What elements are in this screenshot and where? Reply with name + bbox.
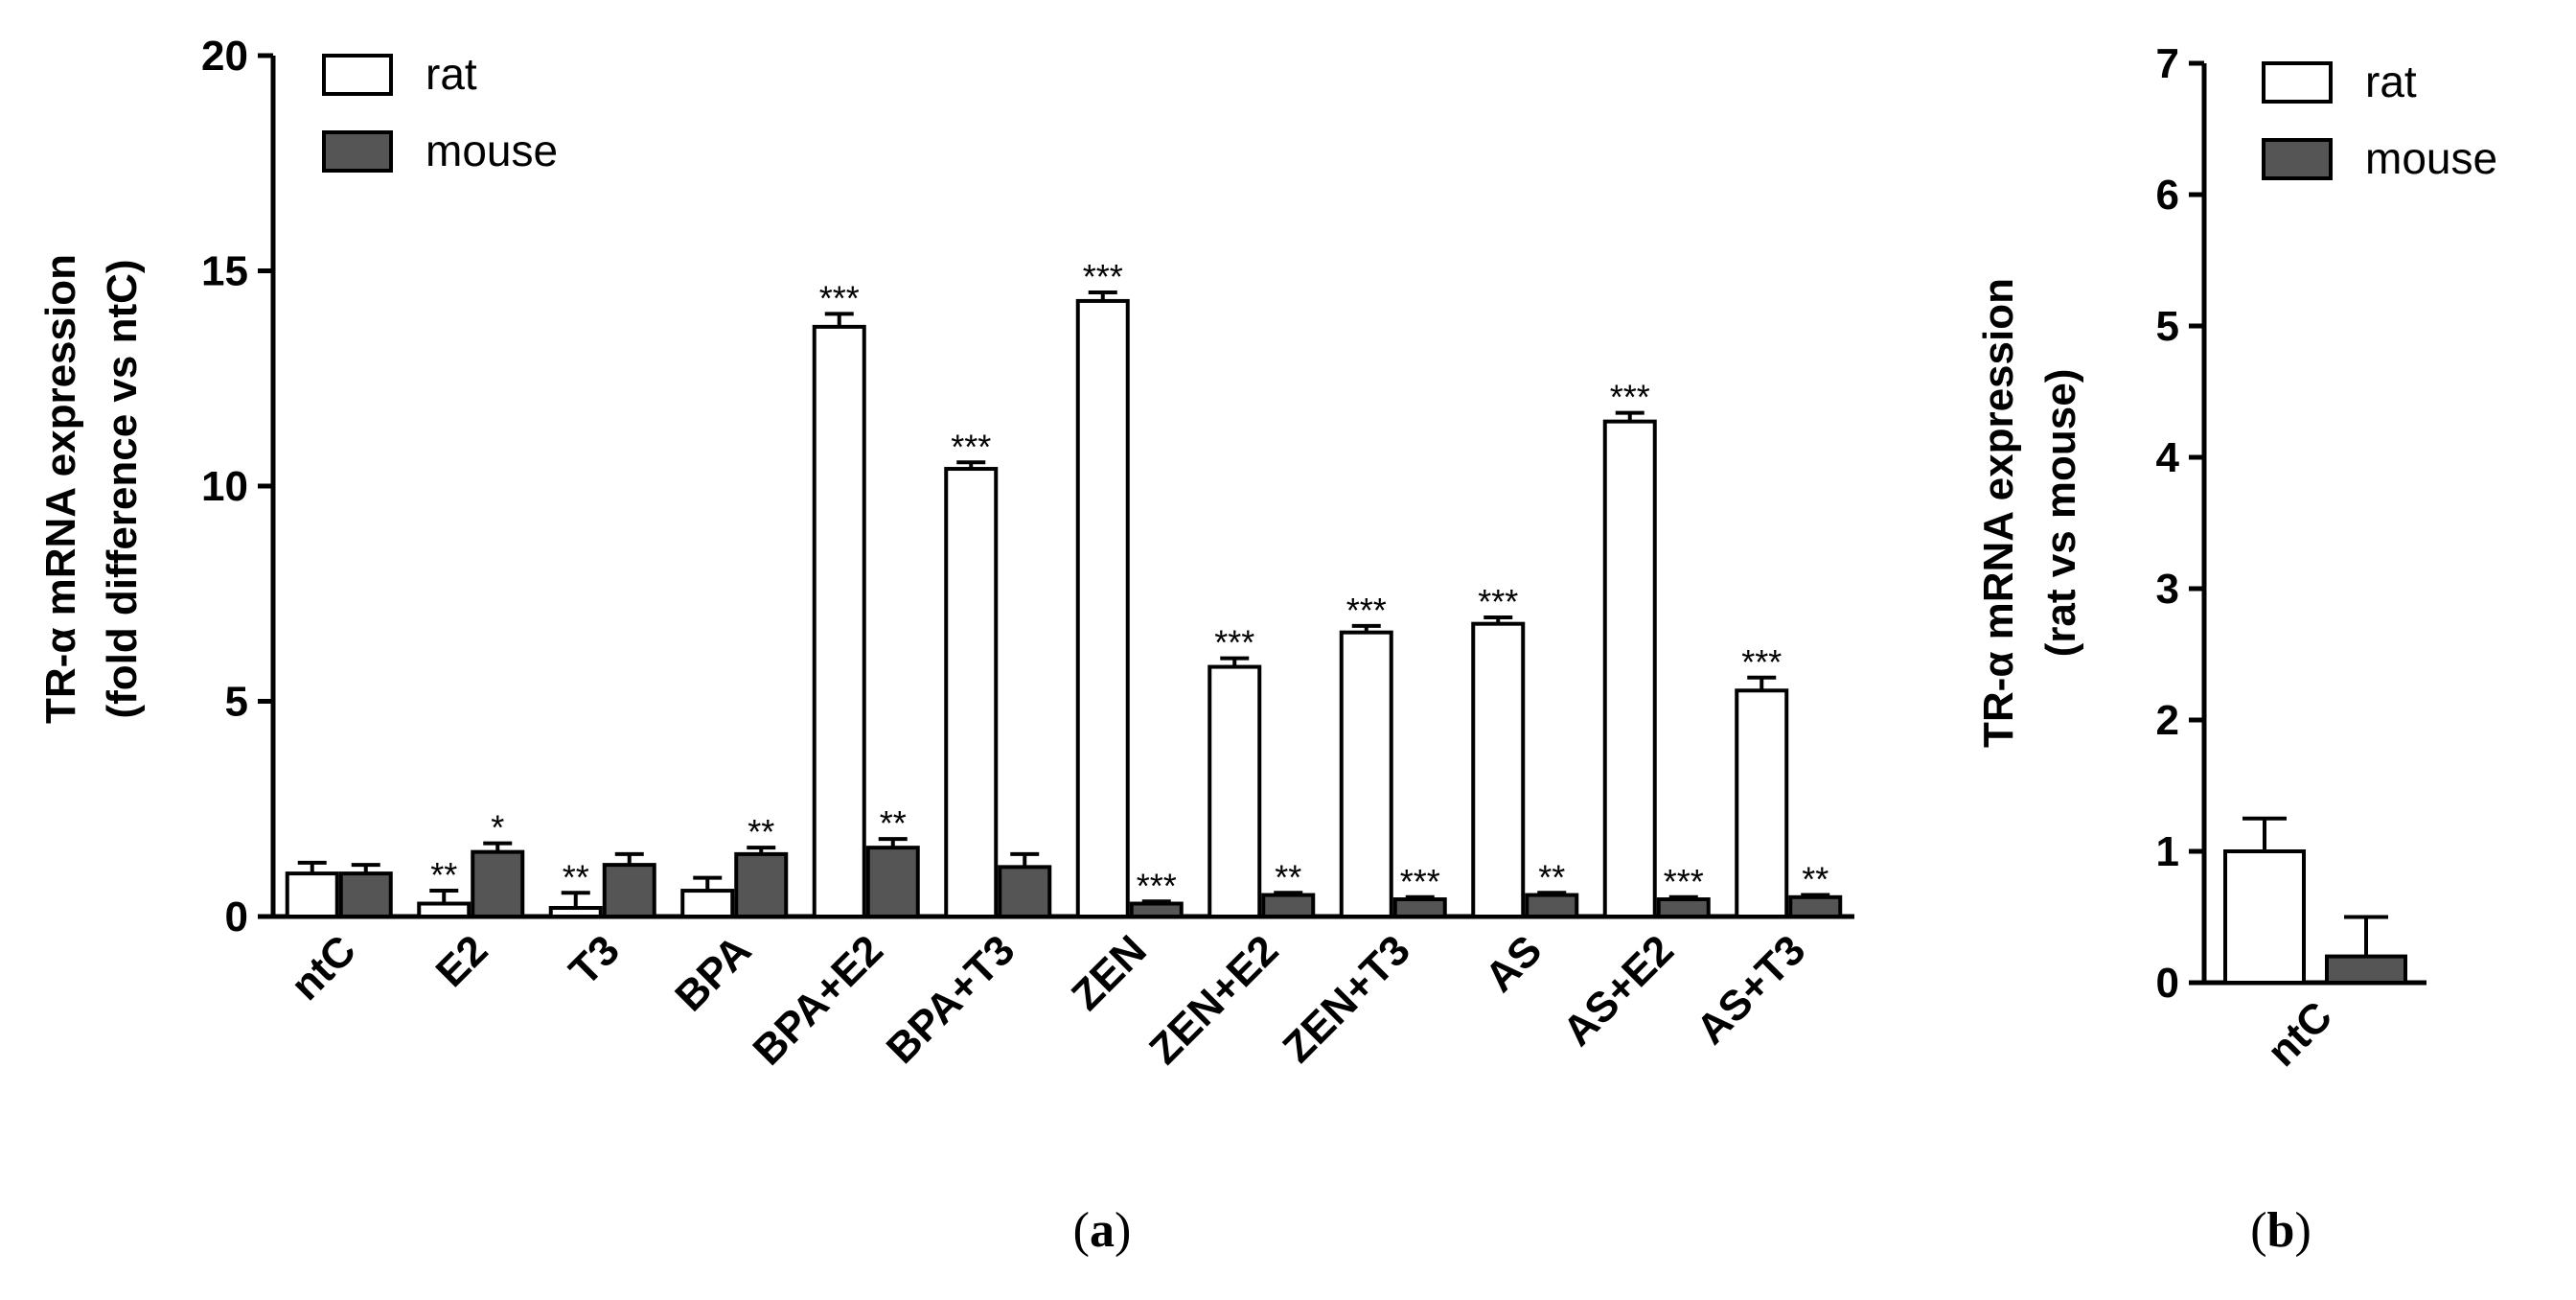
significance-rat-zen-e2: *** xyxy=(1214,623,1254,662)
bar-rat-zen-t3 xyxy=(1339,630,1393,918)
legend-swatch-mouse xyxy=(2262,138,2333,180)
chart-a: 0 5 10 15 20 TR-α mRNA expression (fold differ… xyxy=(37,33,1854,1075)
x-tick-label-bpa: BPA xyxy=(666,926,760,1020)
x-tick-label-e2: E2 xyxy=(427,926,497,996)
bar-mouse-as-t3 xyxy=(1788,894,1843,918)
significance-rat-zen: *** xyxy=(1083,257,1123,296)
bar-mouse-e2 xyxy=(471,849,525,919)
legend-label-mouse: mouse xyxy=(426,126,558,175)
y-tick-label: 10 xyxy=(201,463,248,510)
bar-rat-as xyxy=(1471,621,1526,918)
y-axis-label: TR-α mRNA expression xyxy=(37,254,84,724)
bar-rat-zen xyxy=(1075,298,1130,918)
x-tick-label-as-e2: AS+E2 xyxy=(1554,926,1683,1055)
chart-b: 0 1 2 3 4 5 6 7 TR-α mRNA expression (rat vs mous… xyxy=(1975,40,2497,1076)
x-tick-label-ntc: ntC xyxy=(2259,992,2341,1075)
x-tick-label-zen-e2: ZEN+E2 xyxy=(1140,926,1287,1073)
bar-mouse-zen-t3 xyxy=(1392,897,1447,918)
significance-mouse-zen-e2: ** xyxy=(1275,857,1301,896)
y-axis-label-line2: (rat vs mouse) xyxy=(2037,369,2084,658)
significance-rat-as-e2: *** xyxy=(1610,378,1650,417)
x-tick-label-bpa-e2: BPA+E2 xyxy=(745,926,892,1074)
bar-mouse-zen-e2 xyxy=(1261,893,1316,918)
y-tick-label: 15 xyxy=(201,248,248,295)
significance-mouse-as-t3: ** xyxy=(1802,860,1828,899)
x-tick-label-zen-t3: ZEN+T3 xyxy=(1274,926,1418,1071)
bar-rat-ntc xyxy=(2223,849,2306,985)
bar-rat-zen-e2 xyxy=(1208,664,1262,919)
significance-rat-bpa-t3: *** xyxy=(951,427,991,466)
legend-swatch-rat xyxy=(322,54,393,96)
significance-rat-as: *** xyxy=(1478,582,1518,621)
bar-rat-e2 xyxy=(417,901,472,919)
bar-rat-t3 xyxy=(548,906,603,919)
x-tick-label-zen: ZEN xyxy=(1063,926,1156,1019)
y-tick-label: 5 xyxy=(225,679,248,726)
x-tick-label-t3: T3 xyxy=(561,926,629,994)
bar-mouse-t3 xyxy=(602,863,656,918)
bar-mouse-as xyxy=(1525,893,1579,918)
significance-rat-as-t3: *** xyxy=(1741,642,1782,682)
y-tick-label: 0 xyxy=(225,894,248,940)
bar-mouse-bpa-t3 xyxy=(998,865,1052,918)
legend-swatch-mouse xyxy=(322,130,393,173)
bar-rat-as-t3 xyxy=(1735,688,1789,919)
significance-mouse-zen: *** xyxy=(1137,866,1177,905)
bar-rat-ntc xyxy=(285,871,339,918)
y-tick-label: 3 xyxy=(2156,566,2179,613)
bar-mouse-ntc xyxy=(338,871,393,918)
significance-rat-e2: ** xyxy=(430,855,457,894)
bar-rat-bpa-t3 xyxy=(944,467,999,918)
bar-mouse-bpa-e2 xyxy=(865,846,920,918)
significance-rat-bpa-e2: *** xyxy=(819,278,860,317)
significance-rat-zen-t3: *** xyxy=(1346,591,1387,630)
y-tick-label: 7 xyxy=(2156,40,2179,87)
y-tick-label: 0 xyxy=(2156,960,2179,1007)
x-tick-label-ntc: ntC xyxy=(282,926,364,1009)
bar-mouse-as-e2 xyxy=(1656,897,1711,918)
y-tick-label: 1 xyxy=(2156,828,2179,875)
panel-b-caption: (b) xyxy=(2250,1203,2312,1258)
legend-label-rat: rat xyxy=(2365,57,2417,106)
legend-swatch-rat xyxy=(2262,61,2333,104)
legend-label-mouse: mouse xyxy=(2365,133,2497,183)
x-tick-label-bpa-t3: BPA+T3 xyxy=(878,926,1024,1073)
significance-mouse-bpa: ** xyxy=(748,812,774,851)
y-tick-label: 4 xyxy=(2156,434,2180,481)
legend-label-rat: rat xyxy=(426,49,477,99)
x-tick-label-as-t3: AS+T3 xyxy=(1688,926,1814,1053)
y-axis-label: TR-α mRNA expression xyxy=(1975,278,2022,748)
bar-mouse-zen xyxy=(1129,901,1184,919)
significance-mouse-e2: * xyxy=(491,808,504,847)
bar-mouse-bpa xyxy=(734,851,789,919)
panel-a-caption: (a) xyxy=(1073,1203,1132,1258)
y-axis-label-line2: (fold difference vs ntC) xyxy=(99,259,146,718)
bar-mouse-ntc xyxy=(2325,954,2407,985)
bar-rat-as-e2 xyxy=(1602,419,1657,918)
y-tick-label: 5 xyxy=(2156,303,2179,350)
significance-mouse-bpa-e2: ** xyxy=(880,803,907,843)
significance-rat-t3: ** xyxy=(563,857,589,896)
significance-mouse-as: ** xyxy=(1538,857,1565,896)
y-tick-label: 20 xyxy=(201,33,248,80)
bar-rat-bpa-e2 xyxy=(812,324,866,918)
significance-mouse-zen-t3: *** xyxy=(1400,862,1440,901)
y-tick-label: 6 xyxy=(2156,172,2179,219)
bar-rat-bpa xyxy=(680,889,735,918)
significance-mouse-as-e2: *** xyxy=(1664,862,1704,901)
y-tick-label: 2 xyxy=(2156,697,2179,744)
x-tick-label-as: AS xyxy=(1476,926,1551,1001)
